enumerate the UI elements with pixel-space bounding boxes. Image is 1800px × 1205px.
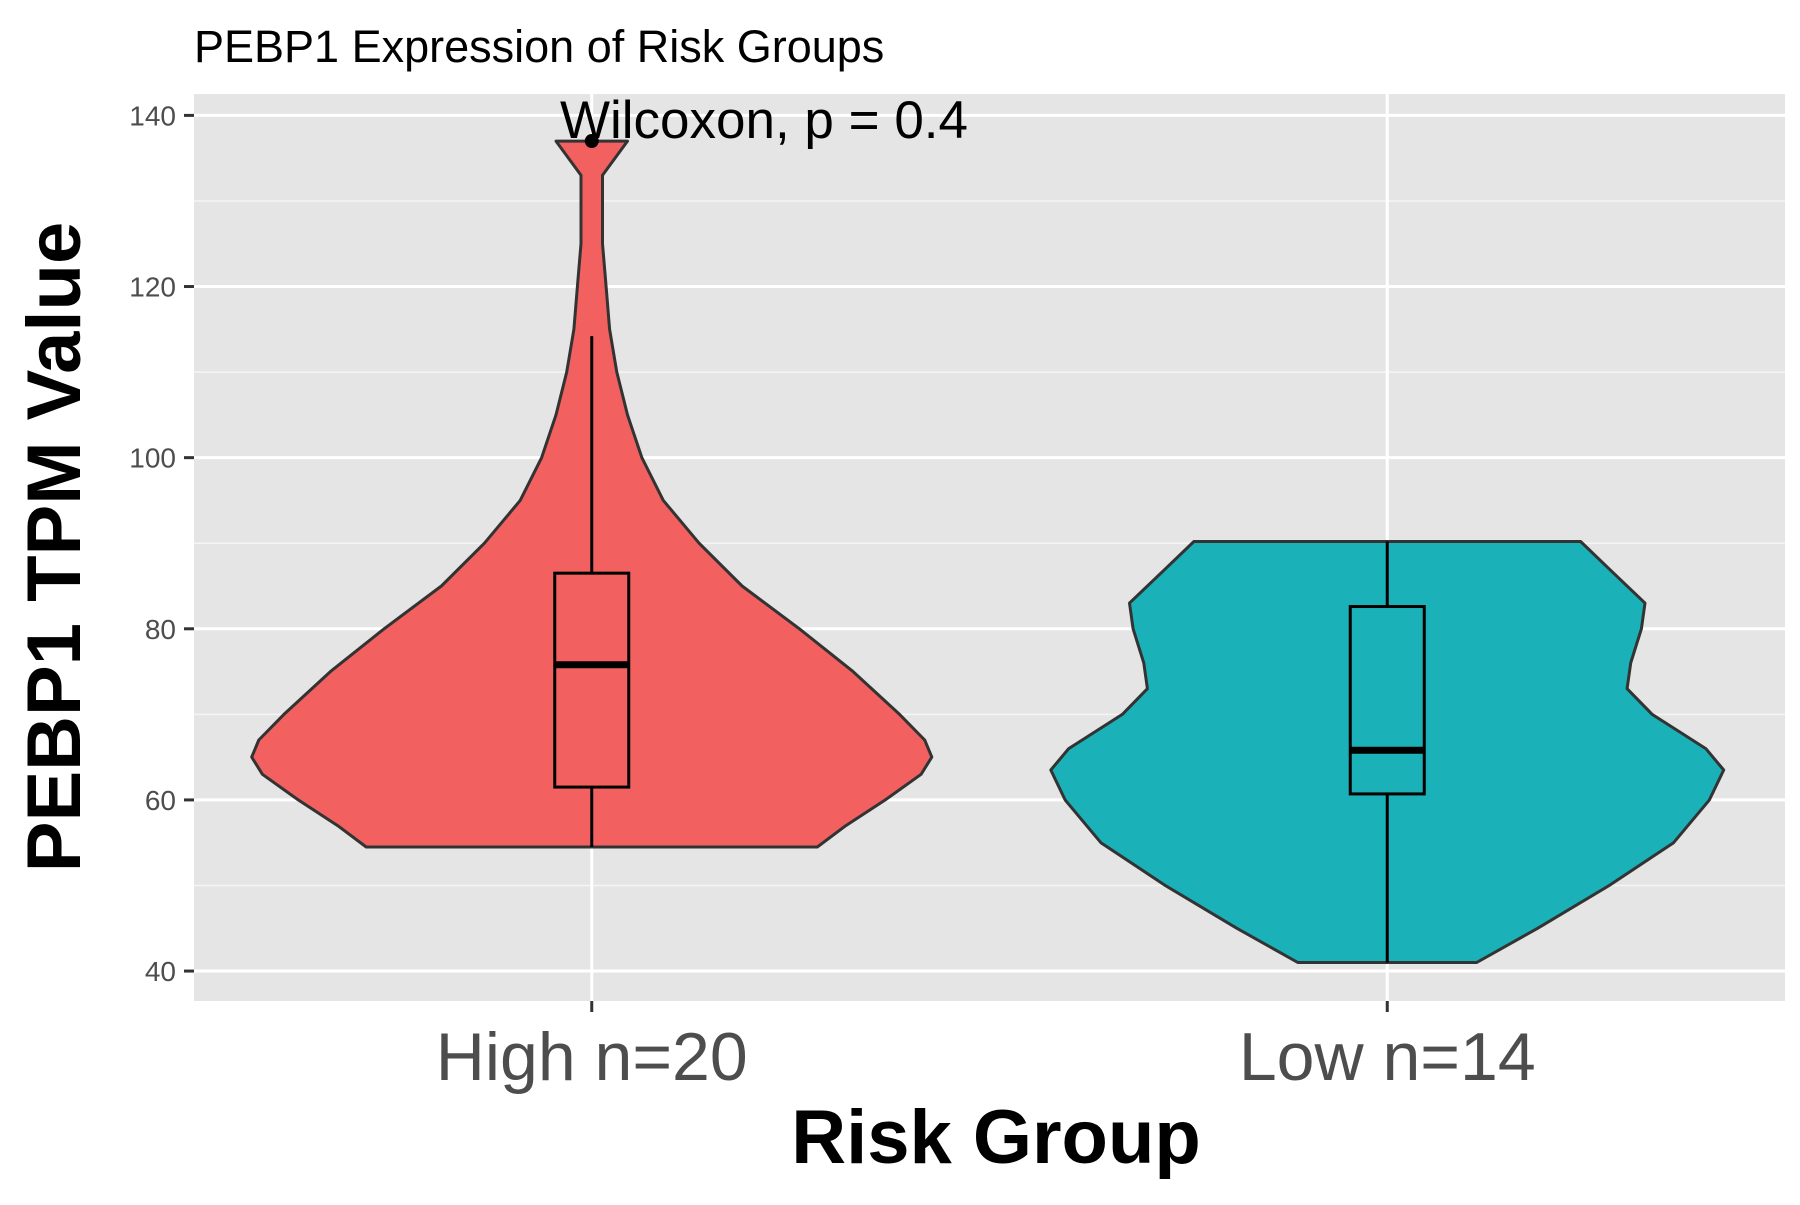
outlier-point [584, 134, 599, 149]
box-iqr [1348, 605, 1426, 796]
x-tick-label: High n=20 [436, 1019, 748, 1095]
y-tick-label: 40 [145, 956, 176, 987]
y-axis-title: PEBP1 TPM Value [12, 222, 97, 872]
x-axis-title: Risk Group [791, 1095, 1201, 1180]
y-tick-label: 80 [145, 614, 176, 645]
y-tick-label: 120 [129, 272, 176, 303]
axes: 40 60 80 100 120 140 High n=20 Low n=14 [129, 100, 1535, 1095]
y-tick-label: 140 [129, 100, 176, 131]
boxplots [553, 134, 1426, 963]
box-iqr [553, 571, 631, 789]
x-tick-label: Low n=14 [1239, 1019, 1536, 1095]
chart-title: PEBP1 Expression of Risk Groups [194, 21, 884, 72]
y-tick-label: 60 [145, 785, 176, 816]
y-tick-label: 100 [129, 443, 176, 474]
wilcoxon-annotation: Wilcoxon, p = 0.4 [560, 91, 968, 150]
